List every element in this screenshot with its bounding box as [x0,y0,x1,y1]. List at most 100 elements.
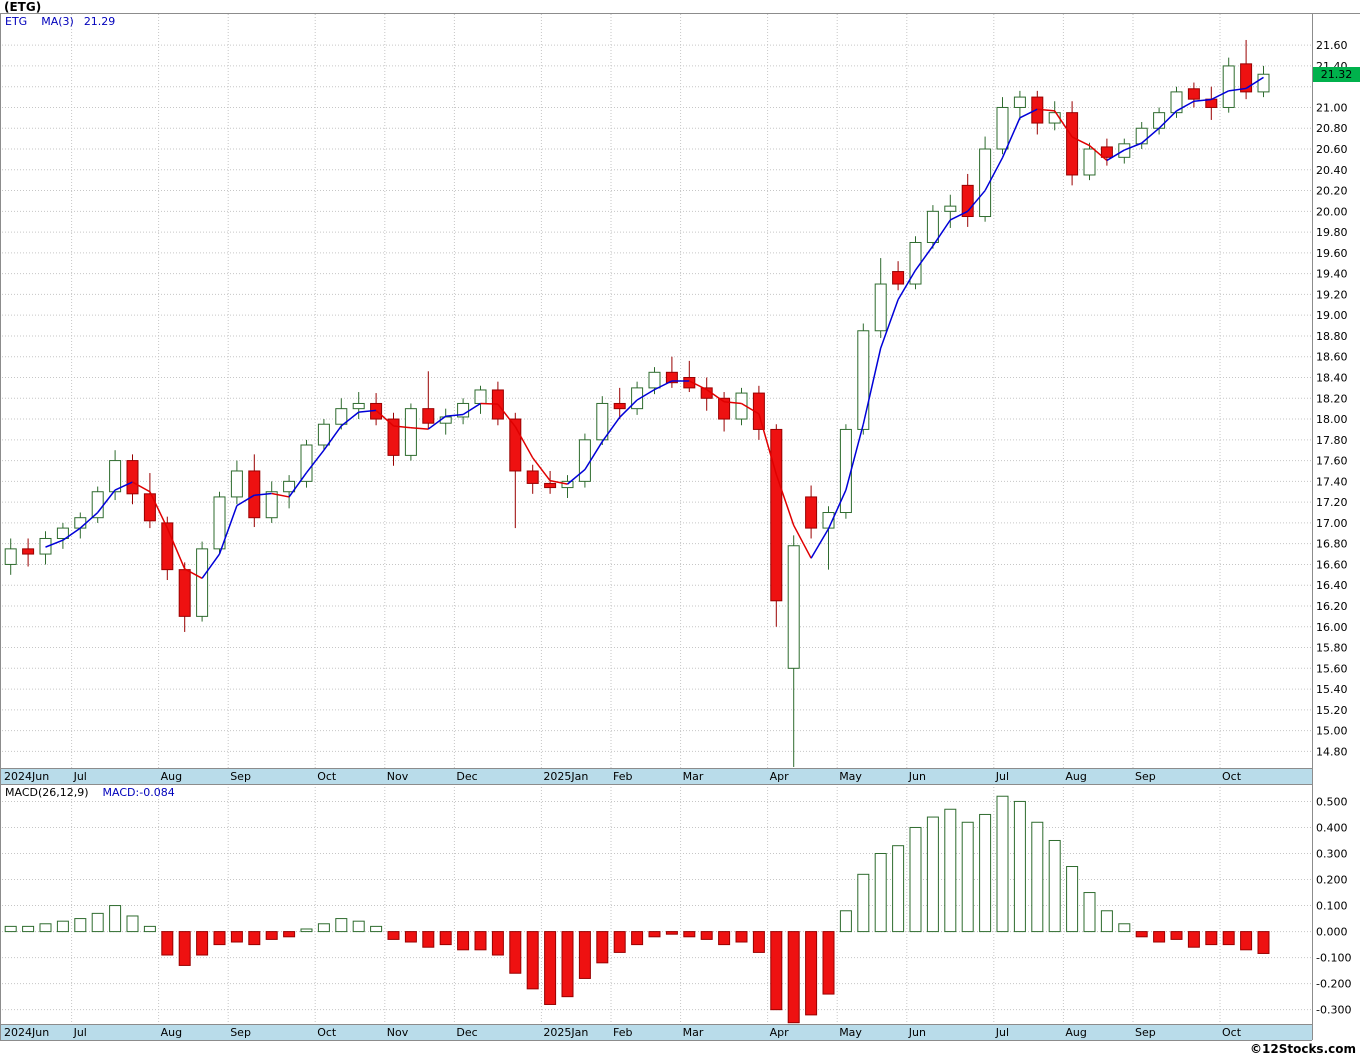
watermark: ©12Stocks.com [1250,1042,1356,1056]
month-label: 2024Jun [4,770,49,783]
macd-bar [457,931,470,951]
ma-segment [393,425,411,429]
macd-tick-label: 0.400 [1316,821,1348,834]
candle-body [213,496,226,550]
price-tick-label: 18.80 [1316,330,1348,343]
price-tick-label: 17.80 [1316,434,1348,447]
candle-body [631,387,644,410]
month-label: Dec [456,1026,477,1039]
candle-body [178,569,191,617]
macd-tick-label: 0.500 [1316,795,1348,808]
macd-bar [1083,892,1096,933]
ma-segment [914,245,934,271]
candle-body [1257,73,1270,93]
month-label: Jul [995,1026,1009,1039]
candle-body [74,517,87,529]
macd-bar [631,931,644,946]
ma-segment [340,411,360,427]
candle-body [387,418,400,456]
macd-bar [961,821,974,933]
macd-bar [230,931,243,943]
ma-line [45,76,1264,579]
ma-segment [218,505,238,555]
macd-bar [4,925,17,933]
month-label: Apr [770,1026,790,1039]
ma-segment [1245,76,1264,90]
macd-tick-label: -0.300 [1316,1004,1351,1017]
candle-body [39,537,52,555]
ma-segment [514,426,534,459]
month-label: Apr [770,770,790,783]
macd-bar [161,931,174,956]
ma-segment [932,219,951,247]
ma-segment [758,413,778,475]
ma-segment [775,474,795,526]
ma-segment [688,380,708,391]
macd-bar [509,931,522,974]
candle-body [787,545,800,669]
ma-segment [1158,110,1178,129]
macd-histogram [4,795,1270,1024]
ma-segment [897,269,917,300]
macd-bar [683,931,696,938]
ma-segment [654,380,673,391]
candle-body [196,548,209,617]
macd-bar [370,925,383,933]
price-tick-label: 15.60 [1316,662,1348,675]
ma-segment [967,190,986,212]
macd-bar [613,931,626,953]
ma-segment [1228,87,1247,92]
macd-bar [474,931,487,951]
month-label: Sep [1135,770,1156,783]
macd-bar [352,920,365,933]
macd-bar [387,931,400,940]
macd-bar [561,931,574,998]
price-tick-label: 21.60 [1316,39,1348,52]
macd-bar [857,873,870,933]
candle-body [352,402,365,410]
ma-segment [724,400,742,405]
candle-body [926,210,939,243]
price-legend: ETG MA(3) 21.29 [5,15,115,28]
candle-body [648,371,661,389]
candle-body [979,148,992,218]
candle-body [892,271,905,285]
candle-body [283,480,296,493]
macd-bar [822,931,835,995]
candle-body [1222,65,1235,108]
macd-bar [56,920,69,933]
month-label: Aug [1065,1026,1086,1039]
price-tick-label: 17.40 [1316,475,1348,488]
price-tick-label: 15.40 [1316,683,1348,696]
month-label: Oct [317,1026,337,1039]
candle-body [665,371,678,384]
ma-segment [741,402,760,415]
month-label: 2024Jun [4,1026,49,1039]
month-label: Aug [161,1026,182,1039]
ma-segment [79,511,99,529]
price-tick-label: 15.00 [1316,725,1348,738]
month-label: Jul [73,770,87,783]
ma-segment [619,399,638,418]
ma-segment [567,469,586,485]
macd-tick-label: -0.100 [1316,952,1351,965]
macd-bar [787,931,800,1024]
last-price-badge: 21.32 [1313,67,1360,83]
macd-bar [578,931,591,979]
macd-tick-label: 0.000 [1316,926,1348,939]
candle-body [526,470,539,484]
ma-segment [532,457,551,482]
macd-bar [74,918,87,933]
macd-bar [213,931,226,946]
macd-bar [317,923,330,933]
macd-bar [196,931,209,956]
ma-segment [636,388,655,401]
price-tick-label: 18.60 [1316,351,1348,364]
month-label: 2025Jan [543,1026,588,1039]
candle-body [161,522,174,571]
macd-bar [1048,839,1061,933]
ma-segment [984,157,1004,191]
macd-bar [91,912,104,933]
macd-bar [526,931,539,990]
